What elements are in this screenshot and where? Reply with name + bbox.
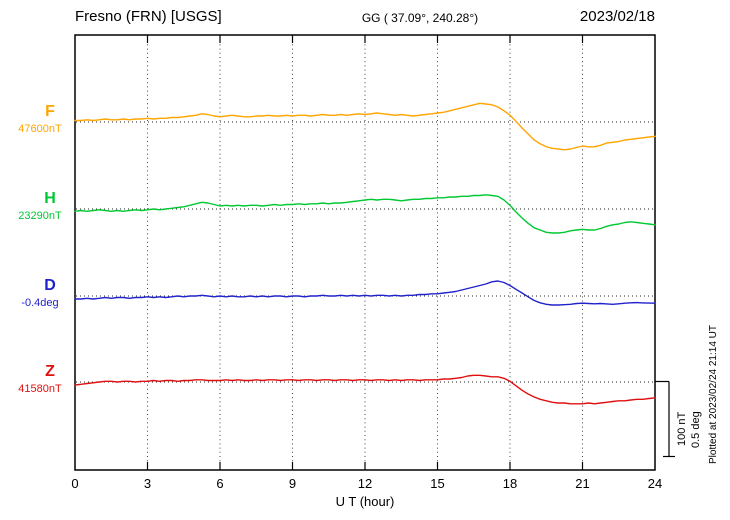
series-letter-H: H [44, 190, 56, 207]
series-letter-Z: Z [45, 363, 55, 380]
series-baseline-D: -0.4deg [21, 297, 59, 309]
series-letter-D: D [44, 277, 56, 294]
trace-Z [74, 374, 656, 405]
x-tick-15: 15 [430, 476, 445, 491]
series-baseline-Z: 41580nT [18, 383, 62, 395]
x-tick-9: 9 [288, 476, 297, 491]
trace-D [74, 280, 656, 306]
station-title: Fresno (FRN) [USGS] [75, 8, 222, 25]
scale-bar [655, 380, 675, 458]
trace-F [74, 102, 656, 151]
x-tick-12: 12 [357, 476, 373, 491]
x-tick-21: 21 [575, 476, 590, 491]
x-tick-18: 18 [502, 476, 518, 491]
scale-label-nt: 100 nT [676, 411, 688, 446]
plotted-timestamp-note: Plotted at 2023/02/24 21:14 UT [708, 325, 719, 464]
series-letter-F: F [45, 103, 55, 120]
series-baseline-F: 47600nT [18, 123, 62, 135]
x-tick-0: 0 [71, 476, 79, 491]
x-axis-label: U T (hour) [335, 494, 395, 509]
trace-H [74, 194, 656, 234]
series-baseline-H: 23290nT [18, 210, 62, 222]
x-tick-6: 6 [216, 476, 224, 491]
geographic-coords: GG ( 37.09°, 240.28°) [361, 11, 479, 25]
x-tick-3: 3 [143, 476, 152, 491]
plot-date: 2023/02/18 [579, 8, 655, 25]
plot-frame [74, 34, 656, 471]
axis-ticks [146, 35, 584, 470]
vertical-gridlines [147, 36, 583, 469]
scale-label-deg: 0.5 deg [690, 411, 702, 448]
x-tick-24: 24 [647, 476, 663, 491]
